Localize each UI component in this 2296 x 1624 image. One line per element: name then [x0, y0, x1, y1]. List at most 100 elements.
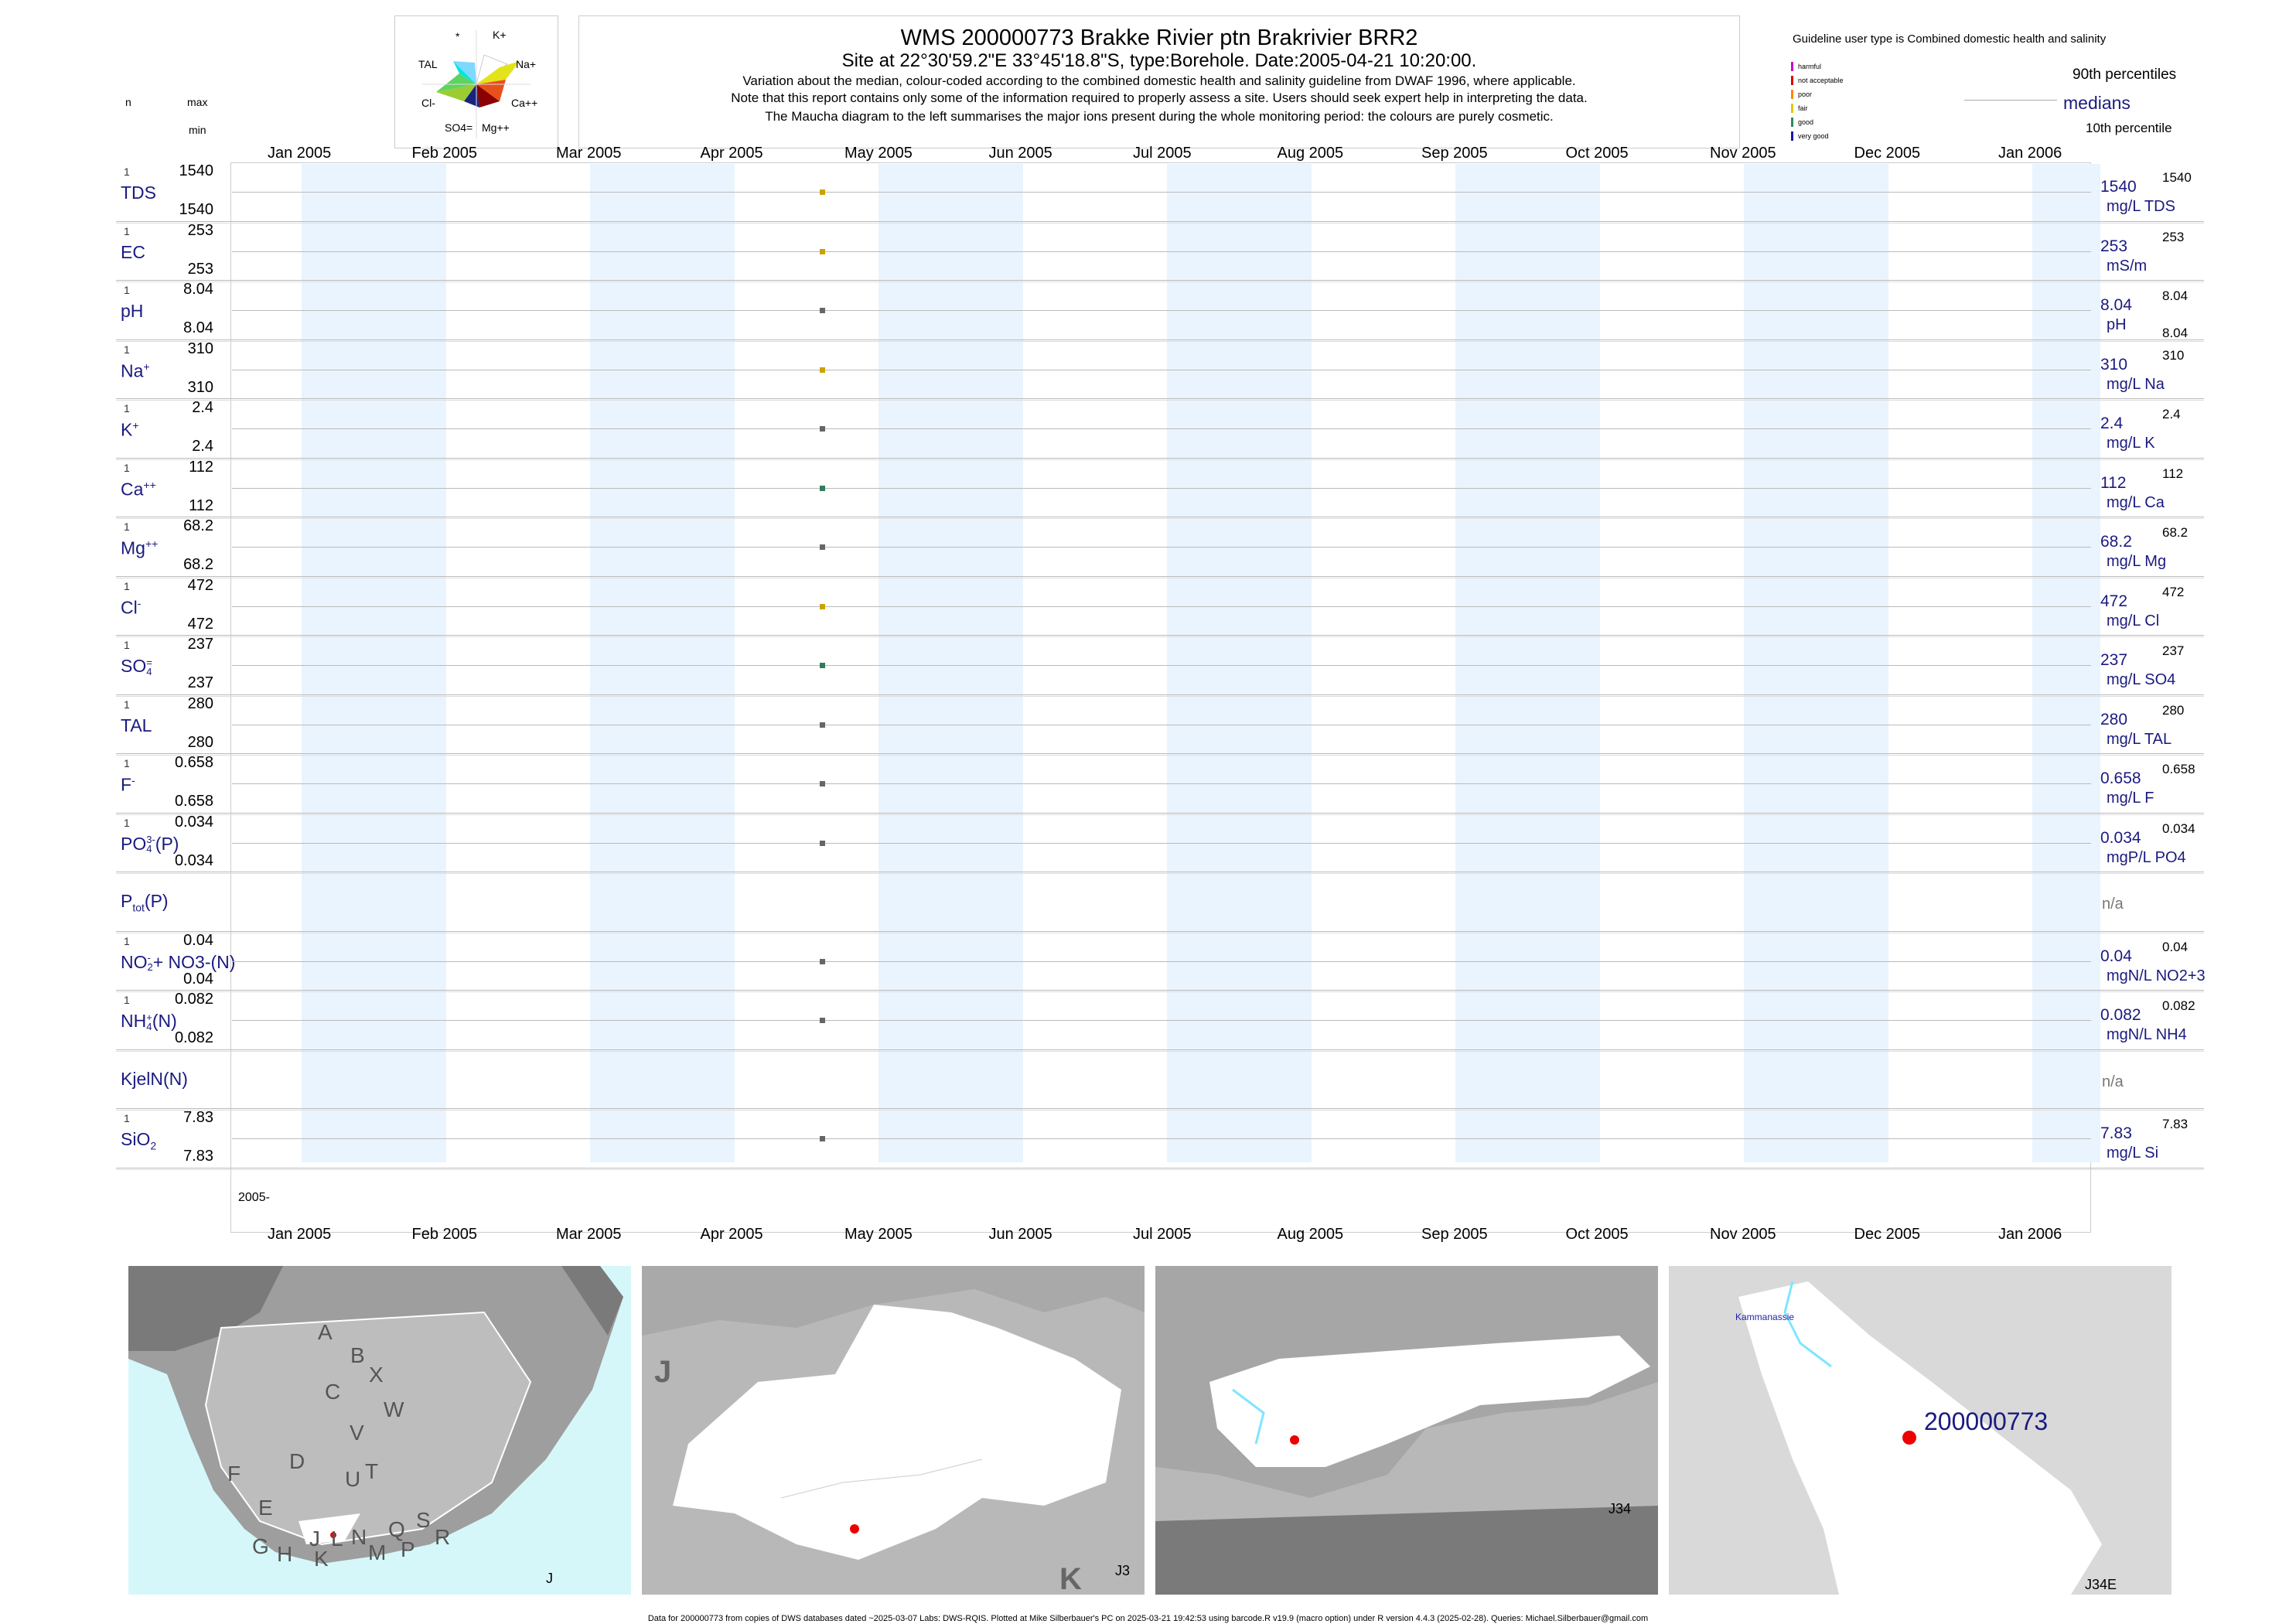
row-separator — [116, 1110, 2204, 1111]
month-tick-top: May 2005 — [844, 145, 913, 162]
map-j34-label: J34 — [1609, 1501, 1631, 1517]
month-tick-bottom: Mar 2005 — [556, 1226, 622, 1243]
map-j34e: 200000773 Kammanassie J34E — [1669, 1266, 2171, 1595]
median-value: 2.4 — [2100, 415, 2124, 432]
variable-n: 1 — [124, 461, 130, 474]
variable-label-nh4: NH +4 (N) — [121, 1011, 177, 1032]
row-separator — [116, 1108, 2204, 1109]
map-region-label: G — [252, 1534, 269, 1558]
p90-value: 8.04 — [2162, 288, 2189, 303]
map-region-label: V — [350, 1421, 364, 1445]
legend-level-label: good — [1798, 118, 1814, 126]
legend-p10: 10th percentile — [2086, 121, 2172, 135]
header-n: n — [125, 96, 131, 108]
variable-label-tds: TDS — [121, 183, 156, 203]
month-tick-top: Sep 2005 — [1421, 145, 1488, 162]
variable-min: 0.034 — [174, 851, 213, 869]
legend-swatch — [1791, 90, 1793, 99]
median-value: 0.658 — [2100, 769, 2141, 787]
median-value: 310 — [2100, 355, 2128, 374]
median-value: 112 — [2100, 473, 2127, 492]
row-separator — [116, 695, 2204, 697]
month-tick-bottom: Sep 2005 — [1421, 1226, 1488, 1243]
month-tick-top: Oct 2005 — [1565, 145, 1629, 162]
month-tick-top: Jan 2005 — [268, 145, 332, 162]
unit-label: mg/L SO4 — [2107, 671, 2176, 688]
legend-swatch — [1791, 118, 1793, 127]
map-site-label: 200000773 — [1924, 1407, 2048, 1435]
row-separator — [116, 636, 2204, 637]
map-region-label: F — [227, 1462, 241, 1486]
variable-max: 1540 — [179, 162, 214, 179]
row-separator — [116, 280, 2204, 281]
map-region-label: S — [416, 1508, 431, 1532]
maucha-ca-label: Ca++ — [511, 97, 538, 109]
p90-value: 237 — [2162, 643, 2185, 658]
variable-max: 0.04 — [183, 931, 213, 949]
p90-value: 1540 — [2162, 170, 2192, 185]
data-point-mg — [820, 544, 826, 550]
variable-label-ph: pH — [121, 301, 144, 321]
unit-label: mg/L Mg — [2107, 553, 2167, 570]
variable-min: 2.4 — [192, 438, 213, 455]
month-band — [1455, 164, 1600, 1162]
site-dot-sa — [330, 1532, 336, 1538]
map-region-label: A — [318, 1320, 333, 1344]
site-dot-j34e — [1902, 1431, 1916, 1445]
row-separator — [116, 694, 2204, 695]
variable-min: 8.04 — [183, 319, 213, 336]
row-separator — [116, 518, 2204, 519]
variable-label-cl: Cl- — [121, 596, 142, 618]
map-region-label: T — [365, 1459, 378, 1483]
row-separator — [116, 753, 2204, 754]
variable-min: 0.04 — [183, 970, 213, 988]
map-j34: J34 — [1155, 1266, 1658, 1595]
maucha-so4-label: SO4= — [445, 121, 473, 134]
variable-n: 1 — [124, 1112, 130, 1124]
variable-label-ca: Ca++ — [121, 478, 156, 500]
p90-value: 2.4 — [2162, 407, 2181, 421]
median-line — [232, 192, 2091, 193]
variable-max: 7.83 — [183, 1109, 213, 1126]
map-j34e-svg: 200000773 Kammanassie J34E — [1669, 1266, 2171, 1595]
p90-value: 68.2 — [2162, 525, 2189, 540]
variable-max: 310 — [187, 339, 213, 357]
median-line — [232, 251, 2091, 252]
variable-max: 0.658 — [174, 754, 213, 771]
maucha-diagram: * K+ TAL Na+ Cl- Ca++ SO4= Mg++ — [394, 15, 558, 148]
site-dot-j3 — [850, 1524, 859, 1534]
variable-label-tal: TAL — [121, 715, 152, 735]
maucha-cl-label: Cl- — [421, 97, 435, 109]
legend-swatch — [1791, 131, 1793, 141]
p90-value: 253 — [2162, 229, 2185, 244]
unit-label: pH — [2107, 316, 2127, 333]
data-point-ec — [820, 248, 826, 254]
variable-label-na: Na+ — [121, 360, 150, 381]
row-separator — [116, 1050, 2204, 1052]
variable-n: 1 — [124, 934, 130, 947]
month-tick-top: Mar 2005 — [556, 145, 622, 162]
variable-min: 280 — [187, 733, 213, 751]
month-tick-bottom: May 2005 — [844, 1226, 913, 1243]
median-line — [232, 428, 2091, 429]
median-value: 237 — [2100, 651, 2128, 669]
row-separator — [116, 1169, 2204, 1170]
legend-level-label: poor — [1798, 90, 1813, 98]
data-point-ca — [820, 485, 826, 491]
variable-max: 0.034 — [174, 813, 213, 831]
unit-label: mg/L Cl — [2107, 612, 2160, 629]
month-tick-top: Jul 2005 — [1133, 145, 1192, 162]
unit-label: mg/L TDS — [2107, 198, 2175, 215]
variable-label-kjel: KjelN(N) — [121, 1068, 188, 1089]
data-point-na — [820, 367, 826, 373]
legend-swatch — [1791, 104, 1793, 113]
data-point-so4 — [820, 663, 826, 668]
month-tick-top: Aug 2005 — [1277, 145, 1344, 162]
variable-n: 1 — [124, 698, 130, 711]
legend-level: not acceptable — [1791, 76, 1844, 85]
maucha-cl2-segment — [436, 73, 476, 92]
month-tick-bottom: Nov 2005 — [1710, 1226, 1776, 1243]
page-title: WMS 200000773 Brakke Rivier ptn Brakrivi… — [900, 26, 1418, 50]
row-separator — [116, 755, 2204, 756]
legend-p90: 90th percentiles — [2073, 67, 2177, 83]
